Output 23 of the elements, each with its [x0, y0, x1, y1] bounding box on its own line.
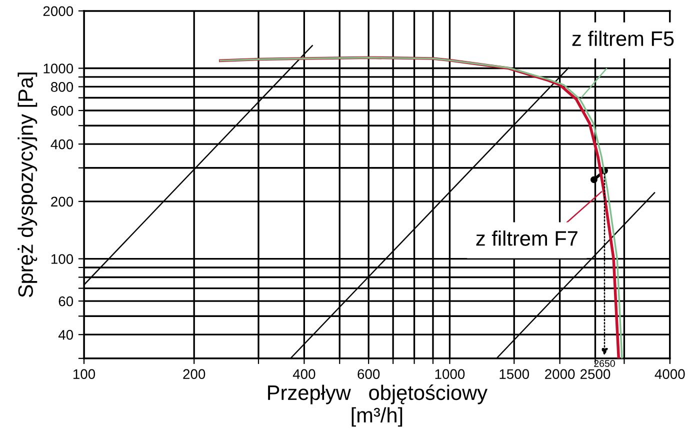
y-tick-label: 600: [51, 106, 74, 116]
x-axis-title: Przepływ objętościowy [m³/h]: [268, 384, 488, 427]
x-tick-label: 1500: [500, 369, 530, 380]
x-tick-label: 100: [73, 369, 96, 380]
y-tick-label: 40: [58, 330, 74, 340]
x-tick-label: 2000: [545, 369, 575, 380]
y-tick-label: 2000: [43, 6, 74, 16]
y-axis-title: Spręż dyspozycyjny [Pa]: [18, 72, 38, 298]
x-tick-label: 4000: [654, 369, 685, 380]
y-tick-label: 60: [58, 296, 74, 306]
y-tick-label: 1000: [44, 64, 74, 74]
x-tick-label: 600: [358, 369, 380, 380]
x-tick-label: 200: [183, 369, 206, 380]
x-tick-label: 2500: [580, 369, 610, 380]
y-tick-label: 100: [51, 254, 74, 264]
y-tick-label: 400: [50, 139, 74, 150]
annotation: 2650: [594, 360, 615, 367]
x-tick-label: 400: [292, 369, 316, 380]
y-tick-label: 200: [51, 196, 74, 207]
y-tick-label: 800: [51, 82, 74, 92]
x-tick-label: 1000: [435, 369, 465, 380]
legend-label: z filtrem F7: [476, 230, 578, 246]
series-label: z filtrem F5: [572, 30, 674, 46]
